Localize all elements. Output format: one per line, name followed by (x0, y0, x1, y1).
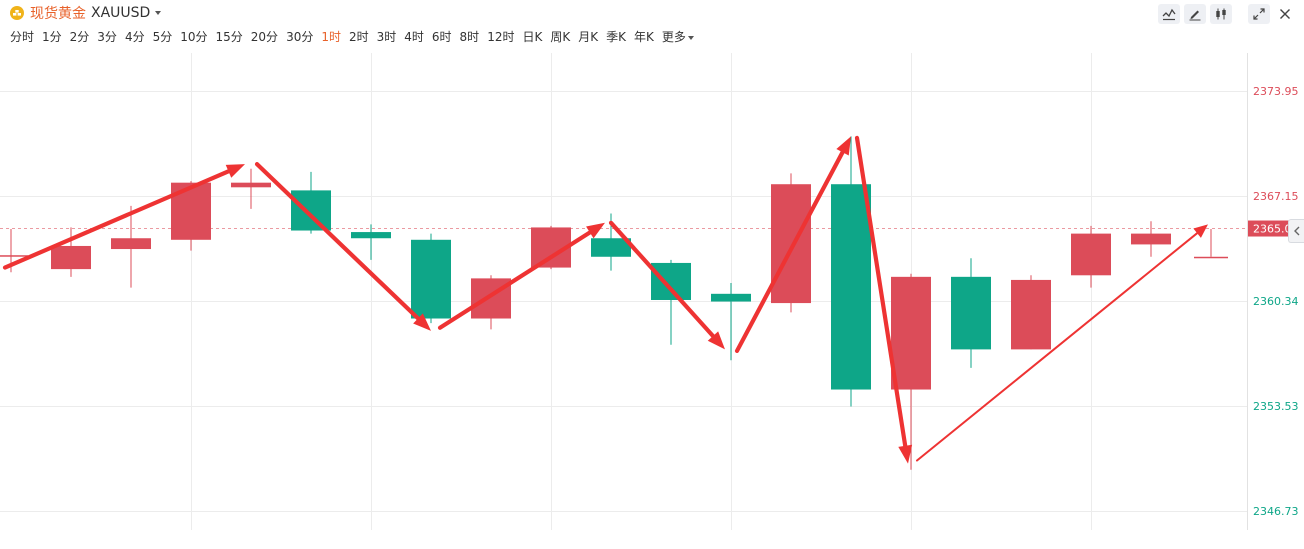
price-tick-label: 2373.95 (1253, 85, 1299, 98)
trend-arrow-line (734, 150, 845, 354)
trend-arrow-head (225, 164, 245, 178)
interval-tab[interactable]: 月K (578, 30, 599, 44)
symbol-code: XAUUSD (91, 5, 151, 21)
candle-body (51, 245, 91, 270)
candle-body (111, 238, 151, 250)
interval-tab[interactable]: 周K (550, 30, 571, 44)
draw-button[interactable] (1184, 4, 1206, 24)
symbol-selector[interactable]: 现货黄金 XAUUSD (10, 3, 162, 23)
trend-arrows (2, 135, 1208, 464)
trend-arrow-head (898, 444, 913, 464)
indicator-icon (1162, 8, 1176, 21)
candle-body (1071, 233, 1111, 276)
price-axis: 2373.95 2367.15 2360.34 2353.53 2346.73 2365.… (1248, 85, 1304, 518)
interval-tab[interactable]: 12时 (487, 30, 515, 44)
trend-arrow-head (413, 313, 431, 331)
trend-arrow-head (836, 136, 851, 156)
more-intervals-button[interactable]: 更多 (658, 27, 698, 47)
interval-tab[interactable]: 5分 (152, 30, 173, 44)
interval-tab[interactable]: 2时 (348, 30, 369, 44)
trend-arrow-line (254, 162, 421, 321)
candle-body (291, 190, 331, 231)
interval-tab[interactable]: 分时 (10, 30, 35, 44)
last-price-label: 2365.03 (1253, 223, 1299, 236)
trend-arrow-head (1193, 224, 1208, 238)
draw-icon (1189, 10, 1201, 21)
interval-tab[interactable]: 4分 (124, 30, 145, 44)
symbol-name: 现货黄金 (30, 6, 86, 22)
candles (0, 136, 1228, 470)
candle-body (951, 276, 991, 350)
candle-body (771, 184, 811, 304)
candle-body (0, 255, 28, 257)
gold-coin-icon (10, 6, 24, 20)
grid-lines (0, 53, 1247, 530)
price-tick-label: 2353.53 (1253, 400, 1299, 413)
chevron-left-icon (1293, 226, 1299, 236)
price-tick-label: 2367.15 (1253, 190, 1299, 203)
price-tick-label: 2360.34 (1253, 295, 1299, 308)
candle-body (1131, 233, 1171, 245)
interval-tab[interactable]: 1分 (42, 30, 62, 44)
interval-tab[interactable]: 2分 (69, 30, 90, 44)
candle-style-icon (1216, 8, 1226, 20)
candle-body (711, 293, 751, 302)
interval-tab[interactable]: 10分 (180, 30, 208, 44)
trend-arrow-line (2, 169, 231, 270)
close-button[interactable] (1274, 4, 1296, 24)
caret-down-icon (155, 11, 162, 15)
more-label: 更多 (661, 30, 686, 44)
interval-tab[interactable]: 年K (633, 30, 654, 44)
interval-tab[interactable]: 4时 (404, 30, 424, 44)
candle-body (831, 184, 871, 390)
trend-arrow-head (586, 222, 605, 239)
candle-body (651, 262, 691, 300)
candle-body (1011, 279, 1051, 350)
interval-tab[interactable]: 15分 (215, 30, 243, 44)
interval-tab[interactable]: 6时 (431, 30, 452, 44)
candle-style-button[interactable] (1210, 4, 1232, 24)
candle-body (1194, 256, 1228, 259)
interval-tab[interactable]: 30分 (286, 30, 314, 44)
trend-arrow-line (608, 220, 716, 339)
caret-down-icon (687, 35, 694, 40)
interval-tab[interactable]: 1时 (321, 30, 341, 44)
close-icon (1280, 9, 1290, 19)
trend-arrow-line (437, 230, 592, 330)
interval-tab[interactable]: 8时 (459, 30, 480, 44)
interval-tab[interactable]: 3分 (97, 30, 117, 44)
trend-arrow-head (707, 331, 725, 350)
interval-tab[interactable]: 日K (522, 30, 543, 44)
interval-tab[interactable]: 季K (606, 30, 626, 44)
indicator-button[interactable] (1158, 4, 1180, 24)
candle-body (891, 276, 931, 390)
fullscreen-button[interactable] (1248, 4, 1270, 24)
side-panel-toggle[interactable] (1288, 219, 1304, 243)
candle-body (351, 232, 391, 239)
chart-toolbar (1158, 4, 1296, 24)
interval-tabs: 分时 1分 2分 3分 4分 5分 10分 15分 20分 30分 1时 2时 3时 4时 6时 8时 12时日… (6, 27, 698, 47)
candle-body (411, 239, 451, 319)
interval-tab[interactable]: 20分 (250, 30, 279, 44)
candle-body (591, 238, 631, 257)
interval-tab[interactable]: 3时 (376, 30, 397, 44)
candle-body (231, 182, 271, 188)
trend-arrow-line (916, 232, 1199, 462)
price-tick-label: 2346.73 (1253, 505, 1299, 518)
trend-arrow-line (854, 135, 908, 448)
fullscreen-icon (1253, 8, 1265, 20)
chart-header: 现货黄金 XAUUSD (0, 0, 1304, 26)
